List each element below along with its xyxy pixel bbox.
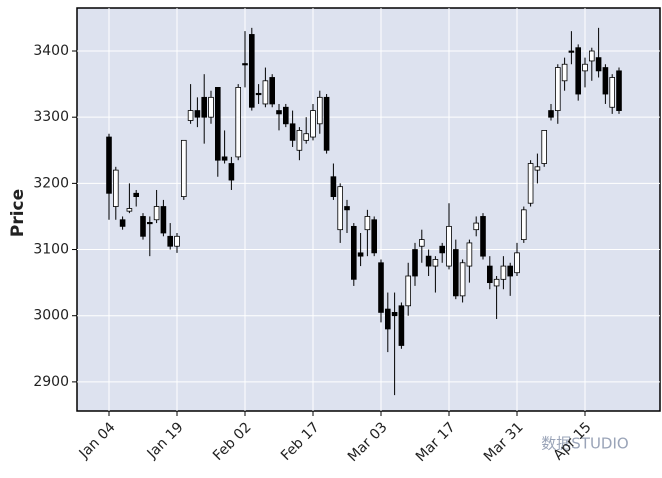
candle-body: [140, 216, 146, 237]
candle-body: [398, 305, 405, 346]
candle-body: [412, 249, 418, 277]
candles: [106, 27, 622, 396]
candle-body: [616, 70, 622, 111]
candle-body: [350, 225, 357, 280]
candle-body: [466, 242, 473, 267]
candle-body: [160, 206, 167, 234]
candle-body: [153, 206, 160, 221]
candle-body: [527, 163, 534, 204]
x-tick-label: Mar 17: [413, 419, 459, 465]
candle-body: [391, 312, 398, 317]
candle-body: [269, 77, 275, 105]
candle-body: [432, 259, 439, 267]
candle-body: [555, 67, 561, 111]
candle-body: [276, 110, 282, 115]
x-tick-label: Mar 03: [345, 419, 391, 465]
candle-body: [119, 219, 126, 227]
candle-body: [235, 87, 242, 158]
x-tick-label: Mar 31: [481, 419, 527, 465]
candle-body: [486, 265, 493, 284]
y-tick-label: 2900: [33, 374, 69, 390]
candle-body: [113, 169, 119, 207]
candle-body: [344, 206, 350, 211]
candle-body: [561, 63, 568, 82]
x-tick-label: Jan 19: [144, 419, 187, 462]
candle-body: [323, 96, 330, 151]
candle-body: [357, 252, 364, 257]
candle-body: [493, 278, 500, 287]
candle-body: [514, 252, 520, 274]
candle-body: [187, 110, 194, 121]
candle-body: [521, 209, 527, 241]
x-tick-label: Feb 02: [210, 419, 255, 464]
candle-body: [221, 156, 228, 161]
candle-body: [194, 110, 201, 118]
y-axis-label: Price: [8, 189, 28, 237]
y-tick-label: 3300: [33, 109, 69, 125]
candle-body: [589, 50, 595, 62]
candle-body: [548, 110, 554, 118]
y-tick-label: 3200: [33, 175, 69, 191]
candle-body: [534, 166, 541, 171]
candle-body: [208, 96, 214, 118]
candle-body: [418, 239, 425, 247]
x-tick-label: Jan 04: [76, 419, 119, 462]
candle-body: [541, 130, 547, 164]
candle-body: [459, 262, 466, 297]
candle-body: [500, 265, 507, 280]
candle-body: [595, 57, 602, 72]
candle-body: [262, 80, 269, 105]
candle-body: [575, 47, 581, 95]
candle-body: [582, 63, 588, 72]
candle-body: [405, 275, 411, 307]
candle-body: [289, 123, 296, 141]
candle-body: [282, 106, 289, 125]
candle-body: [248, 34, 255, 108]
candle-body: [384, 308, 391, 330]
candle-body: [126, 208, 133, 212]
candle-body: [446, 225, 452, 267]
x-tick-label: Feb 17: [278, 419, 323, 464]
candle-body: [473, 222, 479, 231]
candle-body: [228, 163, 235, 181]
candle-body: [378, 262, 384, 313]
candle-body: [480, 216, 486, 257]
candle-body: [316, 96, 323, 125]
y-tick-label: 3100: [33, 242, 69, 258]
candle-body: [214, 87, 221, 161]
candle-body: [507, 265, 513, 277]
candle-body: [452, 249, 459, 297]
y-tick-label: 3400: [33, 43, 69, 59]
candle-body: [296, 130, 303, 151]
candle-body: [310, 110, 316, 138]
candle-body: [425, 255, 432, 267]
candle-body: [371, 219, 377, 254]
candle-body: [303, 133, 309, 141]
candle-body: [174, 235, 180, 247]
candle-body: [602, 67, 609, 95]
candle-body: [568, 50, 575, 53]
candle-body: [337, 186, 343, 231]
candle-body: [133, 192, 140, 197]
candle-body: [255, 92, 262, 96]
candle-body: [180, 139, 187, 197]
candle-body: [201, 96, 208, 118]
candle-body: [242, 63, 248, 66]
candle-body: [167, 235, 174, 247]
candle-body: [364, 216, 371, 231]
candle-body: [106, 136, 112, 194]
candle-body: [330, 176, 337, 197]
y-tick-label: 3000: [33, 308, 69, 324]
candle-body: [439, 245, 445, 254]
watermark: 数据STUDIO: [541, 435, 628, 453]
candle-body: [609, 77, 615, 108]
candle-body: [146, 222, 153, 225]
